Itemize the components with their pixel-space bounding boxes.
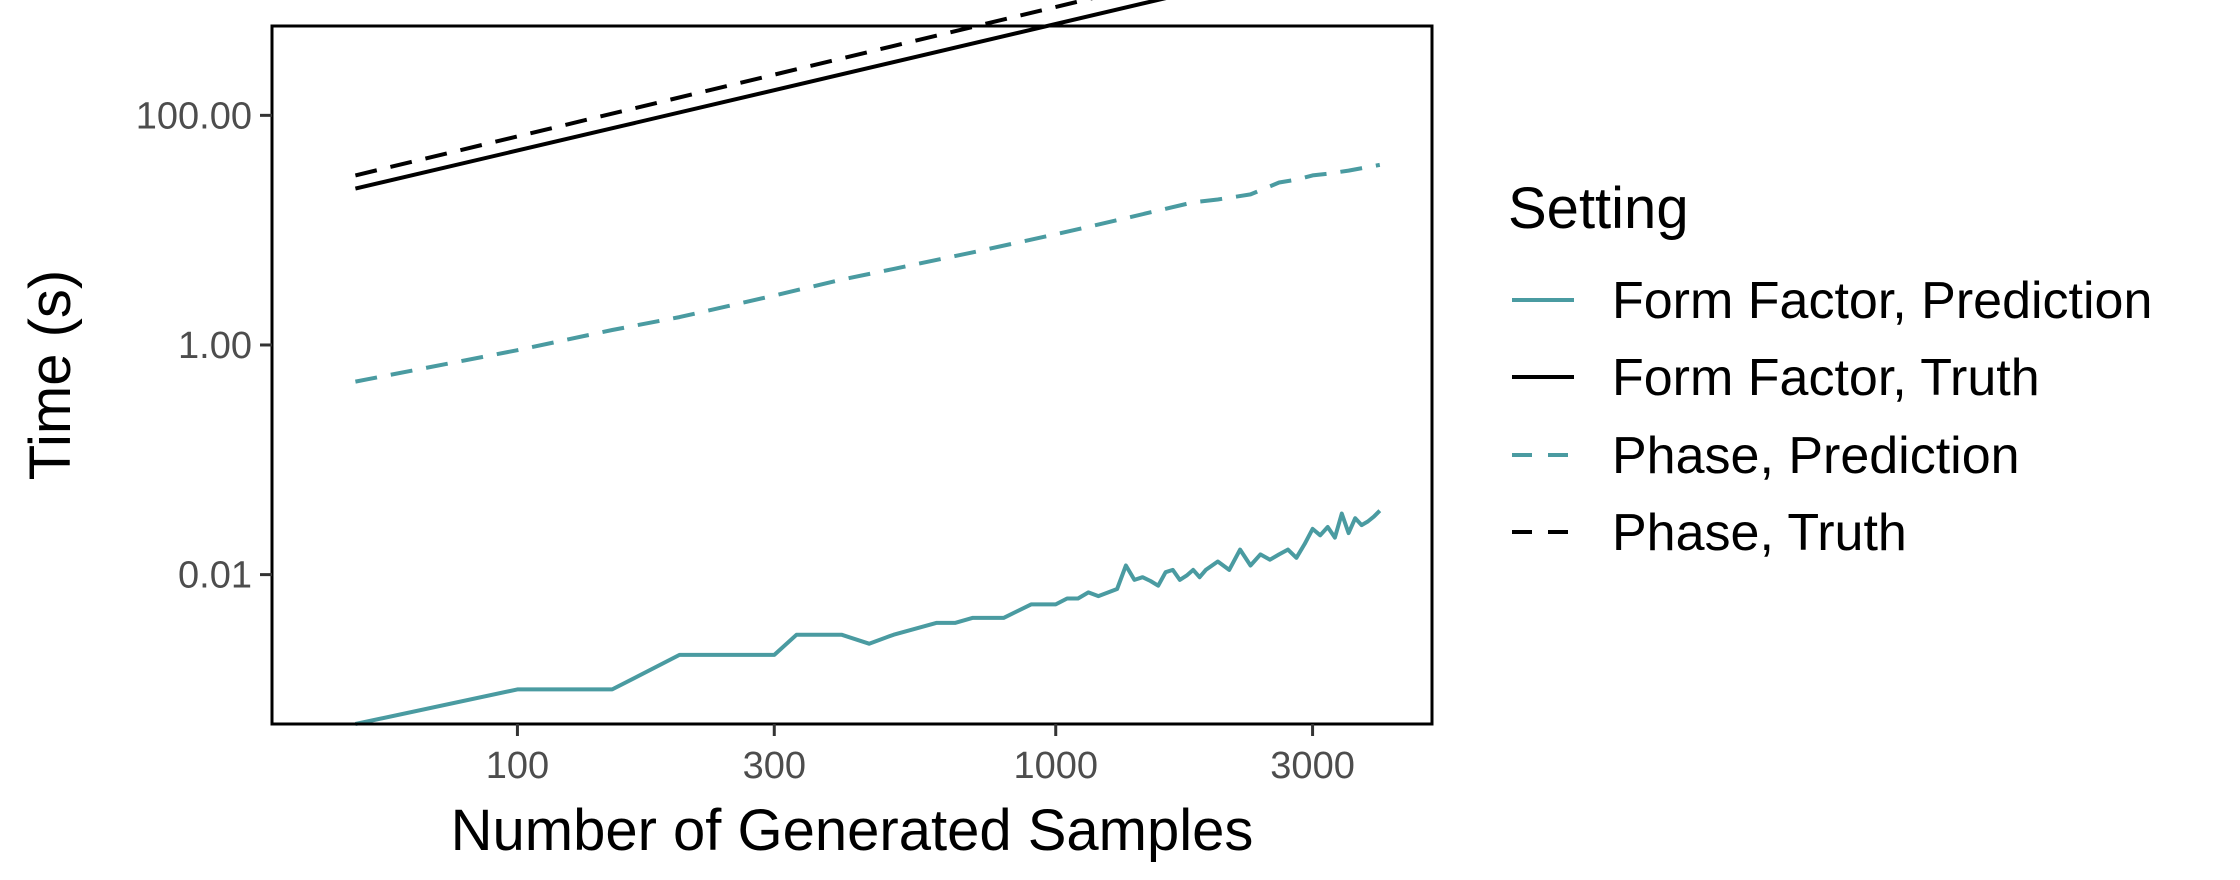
series-line-3 xyxy=(355,162,1381,384)
legend-title: Setting xyxy=(1508,176,1689,241)
x-tick-label: 100 xyxy=(486,745,549,787)
legend-label-1: Form Factor, Prediction xyxy=(1612,272,2152,330)
series-layer xyxy=(354,0,1382,726)
x-tick-label: 3000 xyxy=(1270,745,1355,787)
x-axis: 100 300 1000 3000 xyxy=(486,724,1355,787)
y-tick-label: 0.01 xyxy=(178,555,252,597)
legend-label-4: Phase, Truth xyxy=(1612,504,1907,562)
legend-entries: Form Factor, Prediction Form Factor, Trut… xyxy=(1512,272,2152,562)
y-tick-label: 1.00 xyxy=(178,325,252,367)
y-axis-title: Time (s) xyxy=(18,270,83,480)
series-line-2 xyxy=(354,0,1167,191)
x-axis-title: Number of Generated Samples xyxy=(451,798,1254,863)
legend-label-3: Phase, Prediction xyxy=(1612,427,2020,485)
y-tick-label: 100.00 xyxy=(136,95,252,137)
x-tick-label: 300 xyxy=(743,745,806,787)
plot-panel-border xyxy=(270,24,1434,726)
x-tick-label: 1000 xyxy=(1013,745,1098,787)
series-line-1 xyxy=(354,509,1382,726)
y-axis: 0.01 1.00 100.00 xyxy=(136,95,272,597)
legend-label-2: Form Factor, Truth xyxy=(1612,349,2040,407)
